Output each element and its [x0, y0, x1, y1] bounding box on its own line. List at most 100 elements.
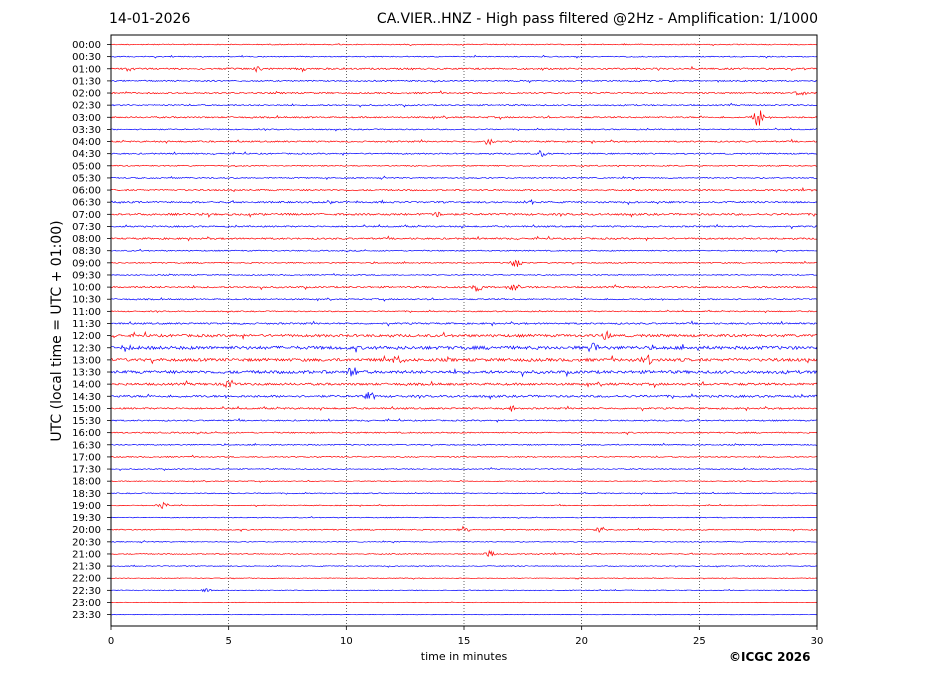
trace-0600 [110, 187, 818, 193]
trace-2000 [110, 525, 818, 533]
y-axis-label: UTC (local time = UTC + 01:00) [49, 220, 65, 442]
y-tick-label-0530: 05:30 [72, 173, 101, 184]
y-tick-label-1230: 12:30 [72, 343, 101, 354]
y-tick-label-0130: 01:30 [72, 76, 101, 87]
copyright-label: ©ICGC 2026 [729, 650, 811, 664]
trace-0200 [110, 90, 818, 96]
trace-1530 [110, 417, 818, 423]
y-tick-label-0700: 07:00 [72, 210, 101, 221]
trace-1330 [110, 367, 818, 378]
y-tick-label-1100: 11:00 [72, 307, 101, 318]
x-tick-label-20: 20 [575, 636, 588, 647]
y-tick-label-0300: 03:00 [72, 113, 101, 124]
trace-1130 [110, 320, 818, 327]
date-label: 14-01-2026 [109, 11, 191, 27]
y-tick-label-0000: 00:00 [72, 40, 101, 51]
trace-0330 [110, 127, 818, 132]
trace-1900 [110, 501, 818, 509]
trace-2100 [110, 549, 818, 557]
x-tick-label-30: 30 [811, 636, 824, 647]
trace-2300 [110, 601, 818, 604]
y-tick-label-2100: 21:00 [72, 549, 101, 560]
y-tick-label-1930: 19:30 [72, 513, 101, 524]
trace-1100 [110, 309, 818, 314]
trace-0400 [110, 138, 818, 146]
trace-0830 [110, 248, 818, 253]
trace-rows [110, 43, 818, 616]
y-tick-label-0630: 06:30 [72, 198, 101, 209]
trace-0730 [110, 223, 818, 230]
y-tick-label-1400: 14:00 [72, 380, 101, 391]
x-tick-label-5: 5 [225, 636, 231, 647]
x-axis-label: time in minutes [420, 650, 508, 663]
trace-0500 [110, 164, 818, 168]
trace-0230 [110, 102, 818, 108]
y-tick-label-1630: 16:30 [72, 440, 101, 451]
y-tick-label-2030: 20:30 [72, 537, 101, 548]
y-tick-label-0600: 06:00 [72, 186, 101, 197]
trace-1700 [110, 454, 818, 458]
y-tick-label-0030: 00:30 [72, 52, 101, 63]
y-tick-label-0830: 08:30 [72, 246, 101, 257]
trace-0800 [110, 235, 818, 242]
trace-1400 [110, 379, 818, 389]
y-tick-label-1530: 15:30 [72, 416, 101, 427]
y-tick-label-1330: 13:30 [72, 368, 101, 379]
trace-1600 [110, 431, 818, 436]
y-tick-label-0400: 04:00 [72, 137, 101, 148]
trace-0130 [110, 79, 818, 84]
trace-1200 [110, 330, 818, 340]
trace-0930 [110, 272, 818, 276]
y-tick-label-0930: 09:30 [72, 270, 101, 281]
trace-2030 [110, 540, 818, 544]
trace-0030 [110, 54, 818, 59]
y-tick-label-0500: 05:00 [72, 161, 101, 172]
y-tick-label-1500: 15:00 [72, 404, 101, 415]
y-tick-label-2000: 20:00 [72, 525, 101, 536]
y-tick-label-1130: 11:30 [72, 319, 101, 330]
y-tick-label-1430: 14:30 [72, 392, 101, 403]
y-tick-label-0430: 04:30 [72, 149, 101, 160]
y-tick-label-1900: 19:00 [72, 501, 101, 512]
trace-1800 [110, 479, 818, 483]
trace-2200 [110, 577, 818, 580]
x-tick-label-15: 15 [458, 636, 471, 647]
y-tick-label-1700: 17:00 [72, 452, 101, 463]
trace-1830 [110, 491, 818, 495]
trace-0000 [110, 43, 817, 47]
y-tick-label-1300: 13:00 [72, 355, 101, 366]
y-tick-label-0730: 07:30 [72, 222, 101, 233]
trace-1500 [110, 405, 818, 412]
y-tick-label-1200: 12:00 [72, 331, 101, 342]
trace-0430 [110, 150, 818, 157]
x-axis-ticks: 0 5 10 15 20 25 30 [108, 626, 824, 647]
y-tick-label-1800: 18:00 [72, 477, 101, 488]
trace-1730 [110, 467, 818, 471]
trace-0100 [110, 65, 818, 73]
y-tick-label-0330: 03:30 [72, 125, 101, 136]
y-tick-label-0800: 08:00 [72, 234, 101, 245]
trace-2130 [110, 564, 818, 568]
y-tick-label-1730: 17:30 [72, 465, 101, 476]
trace-0900 [110, 259, 818, 267]
y-tick-label-2230: 22:30 [72, 586, 101, 597]
trace-1630 [110, 442, 818, 447]
y-tick-label-1830: 18:30 [72, 489, 101, 500]
trace-1030 [110, 297, 818, 302]
y-tick-label-2330: 23:30 [72, 610, 101, 621]
x-tick-label-0: 0 [108, 636, 114, 647]
chart-title: CA.VIER..HNZ - High pass filtered @2Hz -… [376, 11, 818, 27]
trace-1430 [110, 392, 818, 401]
y-tick-label-0100: 01:00 [72, 64, 101, 75]
y-tick-label-2300: 23:00 [72, 598, 101, 609]
y-tick-label-1600: 16:00 [72, 428, 101, 439]
y-tick-label-0230: 02:30 [72, 101, 101, 112]
trace-1230 [110, 342, 818, 353]
y-tick-label-2200: 22:00 [72, 574, 101, 585]
y-tick-label-1000: 10:00 [72, 283, 101, 294]
trace-1930 [110, 516, 818, 519]
x-tick-label-10: 10 [340, 636, 353, 647]
